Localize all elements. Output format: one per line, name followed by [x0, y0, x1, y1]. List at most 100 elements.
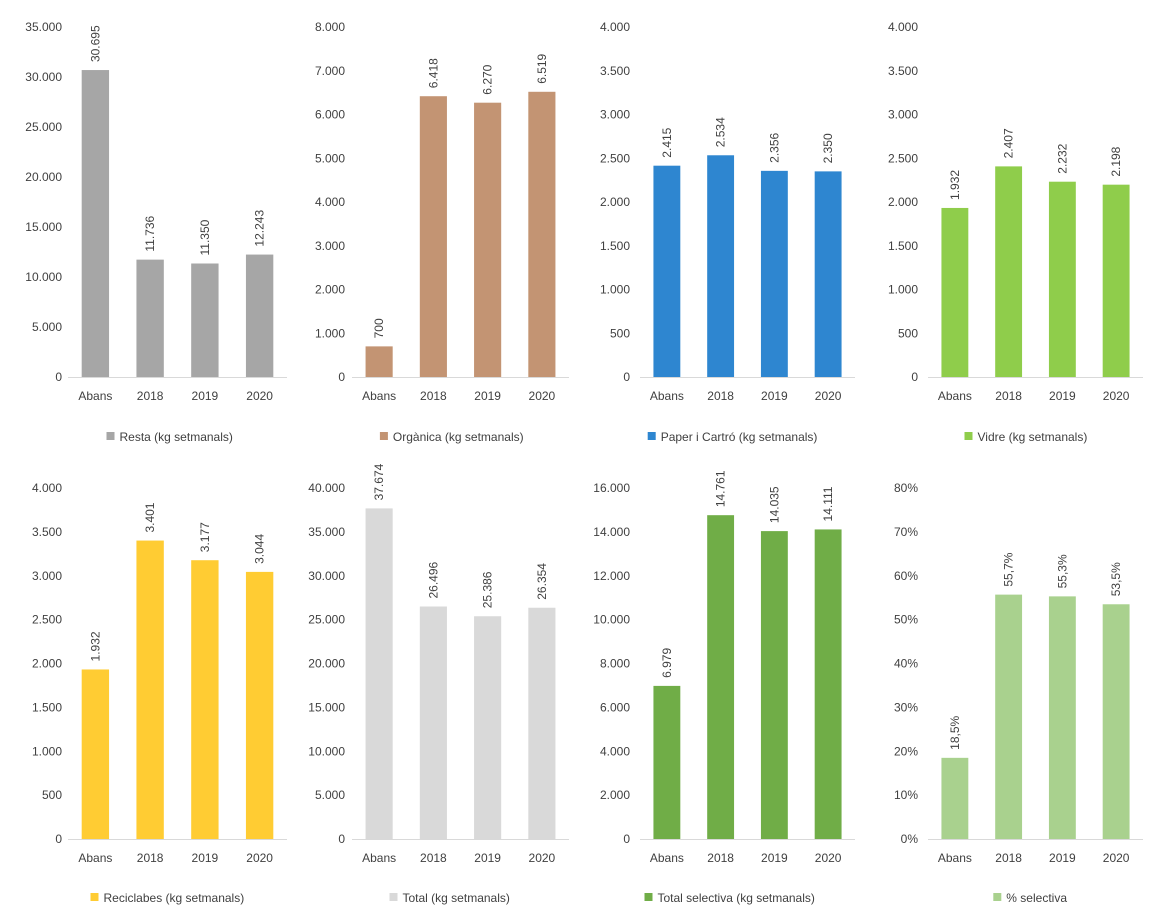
y-tick-label: 10%: [894, 788, 918, 802]
data-label: 2.198: [1109, 146, 1123, 176]
y-tick-label: 0: [623, 370, 630, 384]
bar: [760, 170, 788, 377]
y-tick-label: 0%: [901, 832, 919, 846]
chart-5: 4.000 3.500 3.000 2.500 2.000 1.500 1.000 500 0 1…: [32, 481, 287, 905]
bar: [1102, 184, 1130, 377]
y-tick-label: 3.500: [888, 64, 918, 78]
y-tick-label: 3.500: [600, 64, 630, 78]
data-label: 3.401: [143, 502, 157, 532]
y-tick-label: 30.000: [25, 70, 62, 84]
y-tick-label: 5.000: [315, 151, 345, 165]
legend-label: Resta (kg setmanals): [120, 430, 233, 444]
x-tick-label: 2020: [246, 851, 273, 865]
chart-2: 8.000 7.000 6.000 5.000 4.000 3.000 2.000 1.000…: [315, 20, 569, 444]
data-label: 2.356: [767, 132, 781, 162]
data-label: 6.519: [535, 53, 549, 83]
y-tick-label: 4.000: [32, 481, 62, 495]
y-tick-label: 2.000: [888, 195, 918, 209]
y-tick-label: 2.500: [888, 151, 918, 165]
x-tick-label: 2018: [420, 389, 447, 403]
y-tick-label: 10.000: [308, 744, 345, 758]
y-tick-label: 1.000: [315, 326, 345, 340]
y-tick-label: 3.000: [600, 108, 630, 122]
y-tick-label: 4.000: [600, 744, 630, 758]
bar: [419, 96, 447, 378]
bar: [1048, 596, 1076, 839]
y-tick-label: 35.000: [25, 20, 62, 34]
data-label: 26.354: [535, 563, 549, 600]
y-tick-label: 4.000: [600, 20, 630, 34]
data-label: 2.232: [1055, 143, 1069, 173]
legend-swatch: [379, 432, 388, 440]
bar: [136, 259, 164, 377]
data-label: 11.350: [198, 219, 212, 255]
y-tick-label: 1.000: [32, 744, 62, 758]
y-tick-label: 20%: [894, 744, 918, 758]
x-tick-label: Abans: [650, 389, 684, 403]
x-tick-label: Abans: [938, 389, 972, 403]
x-tick-label: Abans: [78, 851, 112, 865]
y-tick-label: 40.000: [308, 481, 345, 495]
data-label: 3.177: [198, 522, 212, 552]
x-tick-label: 2019: [192, 389, 219, 403]
y-tick-label: 1.000: [888, 283, 918, 297]
y-tick-label: 12.000: [593, 569, 630, 583]
x-tick-label: Abans: [938, 851, 972, 865]
y-tick-label: 2.500: [600, 151, 630, 165]
y-tick-label: 16.000: [593, 481, 630, 495]
x-tick-label: 2020: [529, 851, 556, 865]
y-tick-label: 3.000: [315, 239, 345, 253]
bar: [814, 529, 842, 839]
x-tick-label: 2020: [1103, 851, 1130, 865]
y-tick-label: 500: [42, 788, 62, 802]
bar: [81, 669, 110, 839]
y-tick-label: 4.000: [315, 195, 345, 209]
bar: [191, 263, 219, 377]
data-label: 53,5%: [1109, 562, 1123, 596]
data-label: 2.407: [1002, 128, 1016, 158]
x-tick-label: 2020: [815, 851, 842, 865]
data-label: 25.386: [481, 571, 495, 608]
y-tick-label: 70%: [894, 525, 918, 539]
y-tick-label: 8.000: [315, 20, 345, 34]
data-label: 6.979: [660, 648, 674, 678]
data-label: 14.111: [821, 486, 835, 521]
data-label: 3.044: [253, 534, 267, 564]
bar: [653, 685, 681, 839]
data-label: 14.761: [714, 470, 728, 507]
data-label: 12.243: [253, 210, 267, 247]
y-tick-label: 80%: [894, 481, 918, 495]
y-tick-label: 3.000: [888, 108, 918, 122]
y-tick-label: 14.000: [593, 525, 630, 539]
data-label: 55,3%: [1055, 554, 1069, 588]
bar: [528, 91, 556, 377]
bar: [474, 102, 502, 377]
bar: [365, 346, 393, 377]
x-tick-label: 2020: [529, 389, 556, 403]
x-tick-label: 2018: [420, 851, 447, 865]
y-tick-label: 2.000: [315, 283, 345, 297]
x-tick-label: 2019: [761, 389, 788, 403]
data-label: 55,7%: [1002, 552, 1016, 586]
legend-label: Reciclabes (kg setmanals): [104, 891, 245, 905]
y-tick-label: 15.000: [308, 700, 345, 714]
bar: [995, 166, 1023, 377]
y-tick-label: 4.000: [888, 20, 918, 34]
bar: [1102, 604, 1130, 839]
legend-swatch: [389, 893, 398, 901]
x-tick-label: 2020: [246, 389, 273, 403]
chart-4: 4.000 3.500 3.000 2.500 2.000 1.500 1.000 500 0 1…: [888, 20, 1143, 444]
y-tick-label: 40%: [894, 657, 918, 671]
bar: [941, 757, 969, 839]
data-label: 14.035: [767, 486, 781, 523]
x-tick-label: 2019: [474, 389, 501, 403]
chart-8: 80% 70% 60% 50% 40% 30% 20% 10% 0% 18,5% Abans 55,7…: [894, 481, 1143, 905]
y-tick-label: 30.000: [308, 569, 345, 583]
y-tick-label: 0: [911, 370, 918, 384]
y-tick-label: 20.000: [308, 657, 345, 671]
bar: [707, 155, 735, 377]
bar: [81, 70, 110, 378]
y-tick-label: 5.000: [32, 320, 62, 334]
